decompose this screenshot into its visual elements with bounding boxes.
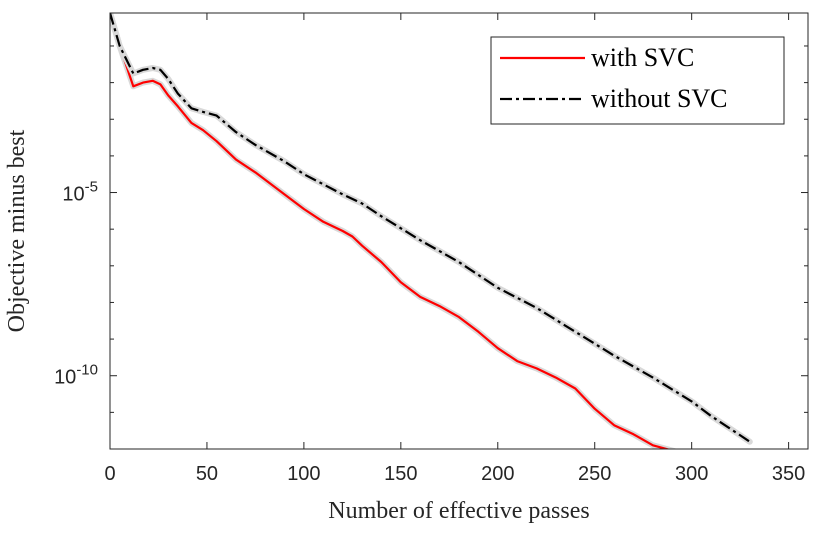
x-tick-label-300: 300 [675, 463, 708, 485]
tick-marks [109, 13, 808, 450]
x-tick-label-250: 250 [578, 463, 611, 485]
y-tick-label--10: 10-10 [54, 362, 98, 389]
x-tick-label-200: 200 [481, 463, 514, 485]
x-tick-label-0: 0 [104, 463, 115, 485]
legend-box [490, 36, 785, 125]
x-tick-label-50: 50 [196, 463, 218, 485]
series-line-without-svc [110, 13, 751, 443]
y-tick-label--5: 10-5 [62, 179, 98, 206]
y-axis-label: Objective minus best [4, 129, 30, 332]
y-tick-label-base: 10 [54, 367, 76, 389]
legend-entry-with-svc: with SVC [591, 43, 694, 72]
x-tick-label-350: 350 [772, 463, 805, 485]
series-line-with-svc [110, 13, 671, 449]
x-tick-labels: 0 50 100 150 200 250 300 350 [104, 463, 805, 485]
y-tick-label-exponent: -10 [76, 362, 98, 379]
x-axis-label: Number of effective passes [328, 498, 589, 524]
x-tick-label-150: 150 [384, 463, 417, 485]
plot-frame [109, 12, 809, 450]
legend: with SVC without SVC [490, 36, 785, 125]
x-tick-label-100: 100 [287, 463, 320, 485]
y-tick-labels: 10-510-10 [54, 179, 98, 389]
y-tick-label-base: 10 [62, 184, 84, 206]
legend-entry-without-svc: without SVC [591, 84, 728, 113]
series-layer [110, 13, 753, 449]
y-tick-label-exponent: -5 [85, 179, 98, 196]
